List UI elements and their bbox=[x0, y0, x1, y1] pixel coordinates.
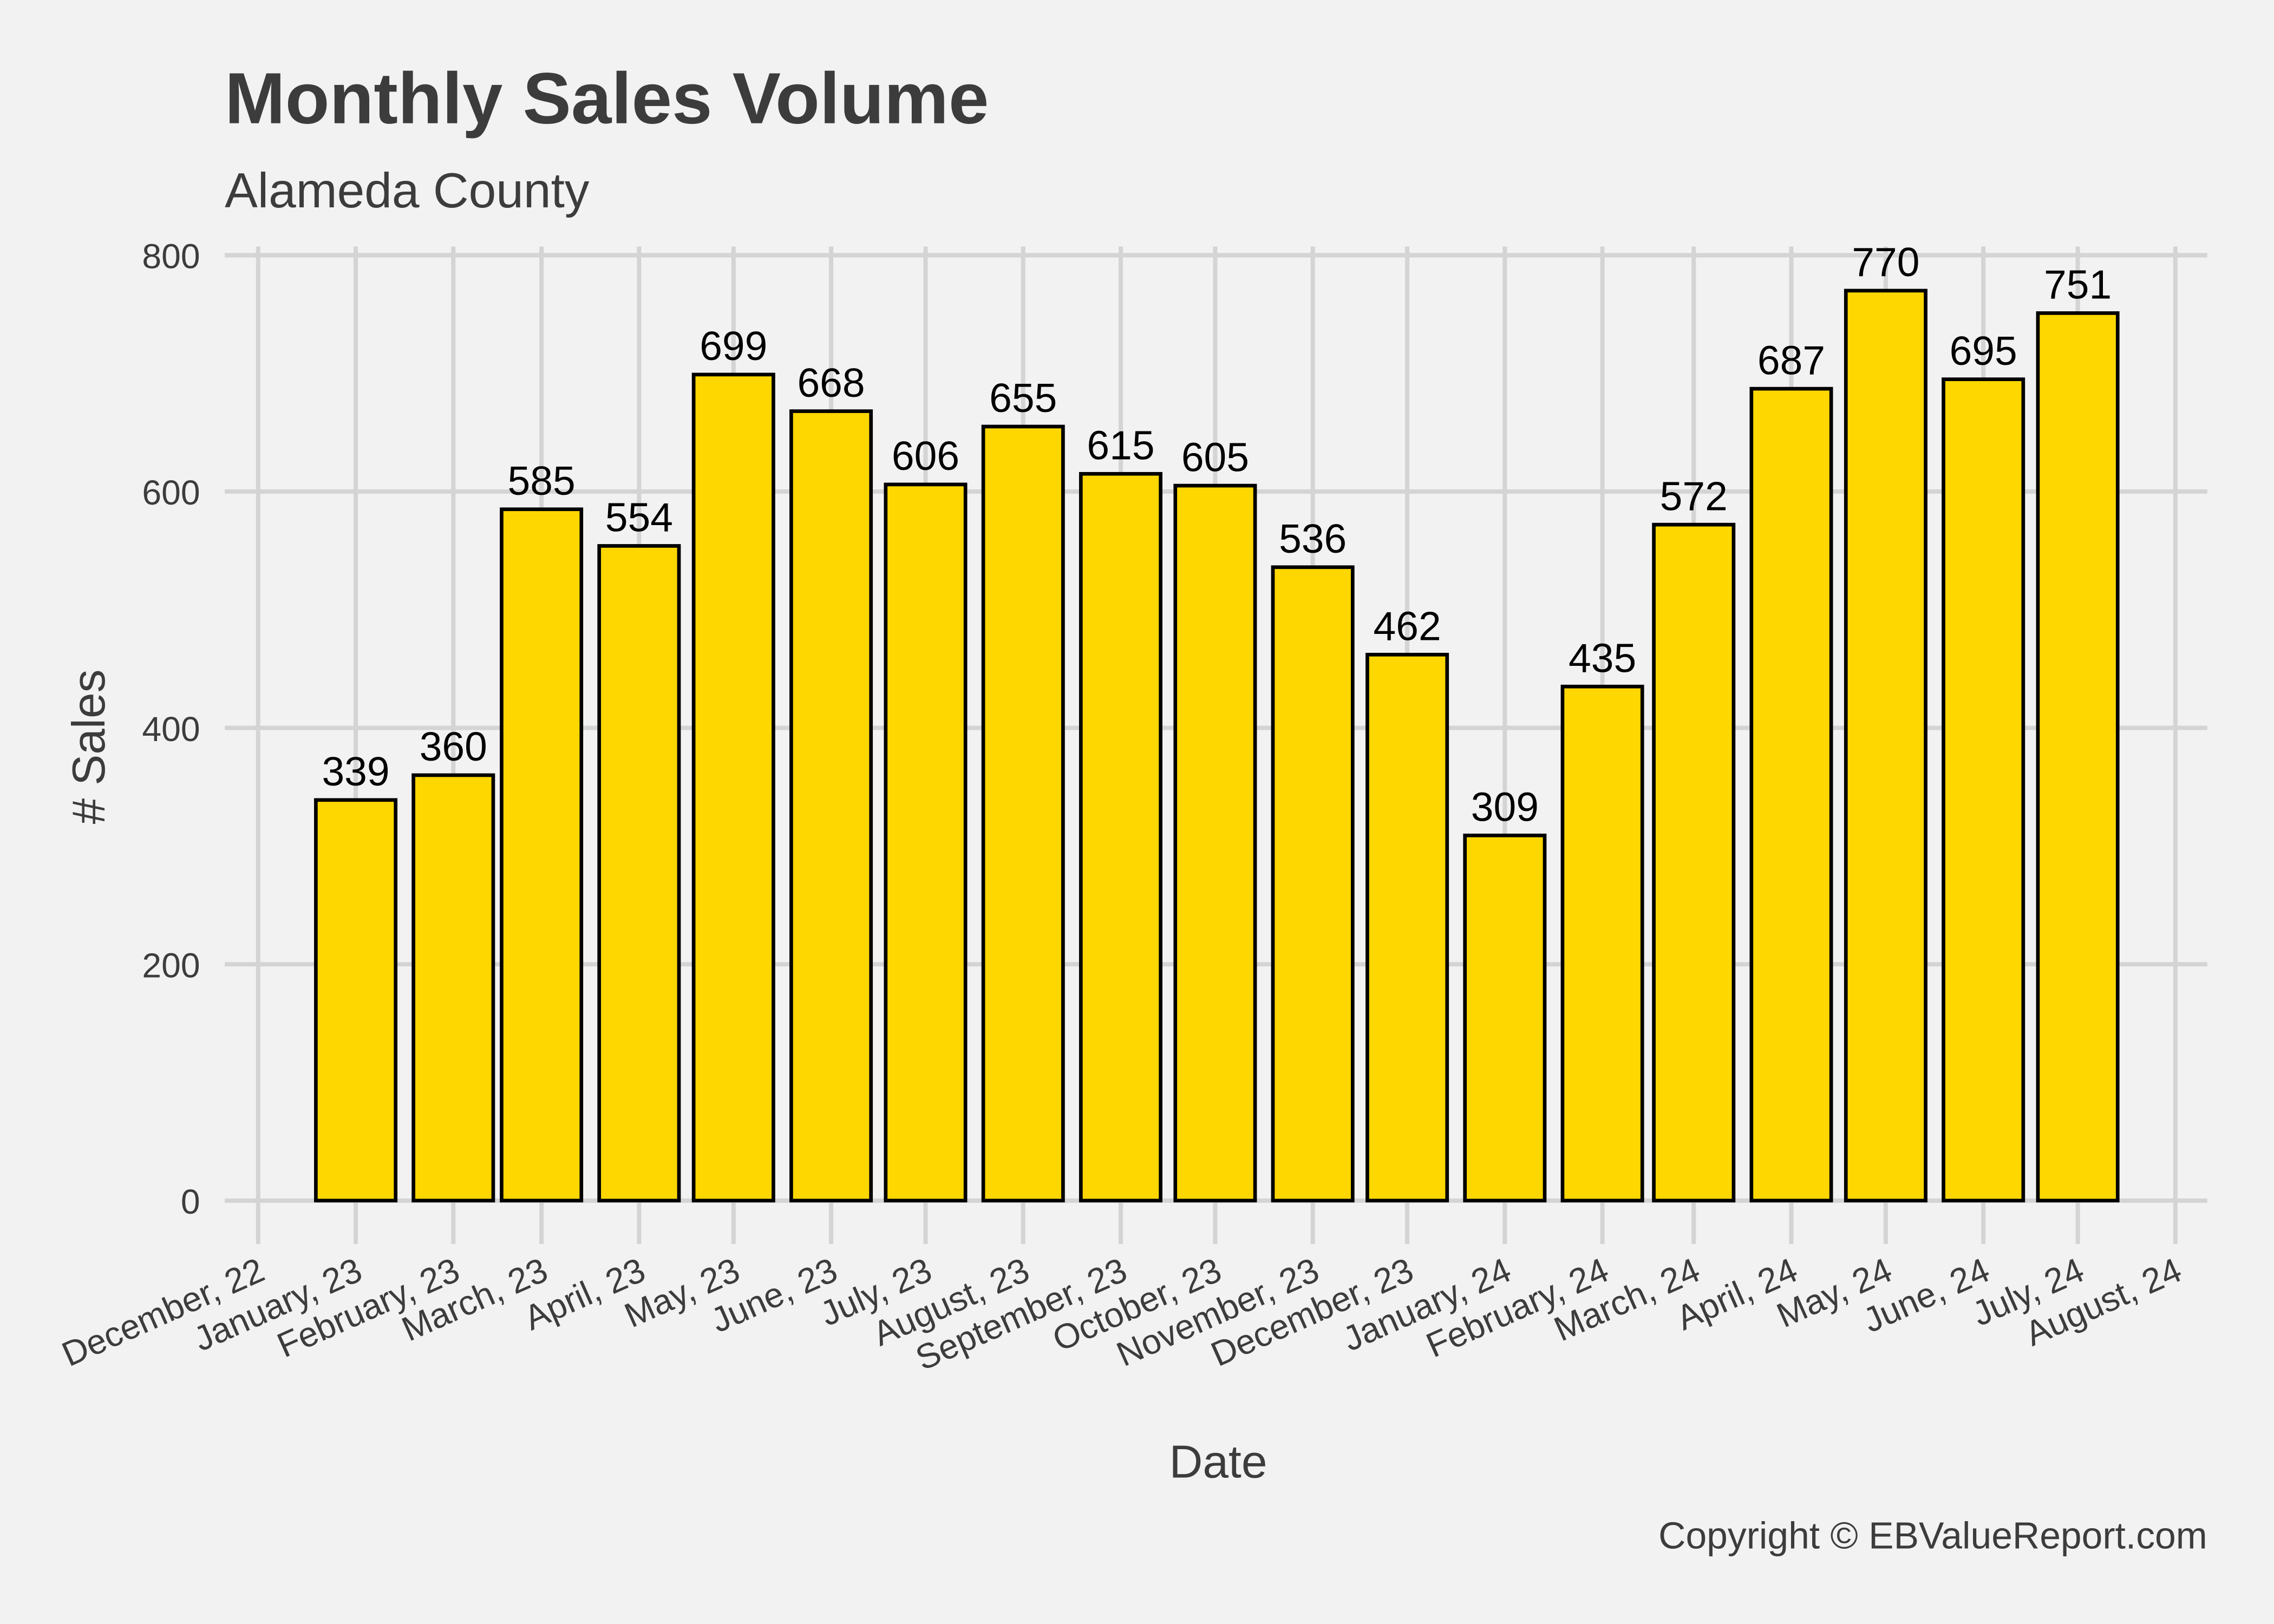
bar bbox=[2036, 311, 2120, 1203]
y-axis-ticks: 0 200 400 600 800 bbox=[142, 237, 200, 1221]
y-tick-label: 800 bbox=[142, 237, 200, 276]
data-label: 462 bbox=[1374, 604, 1441, 649]
bar bbox=[1173, 483, 1257, 1203]
y-tick-label: 200 bbox=[142, 946, 200, 985]
bar bbox=[789, 409, 873, 1203]
x-axis-title: Date bbox=[1169, 1436, 1267, 1488]
data-label: 770 bbox=[1852, 239, 1919, 285]
data-label: 360 bbox=[420, 724, 487, 769]
bar bbox=[500, 507, 584, 1203]
data-label: 668 bbox=[797, 360, 865, 405]
data-label: 605 bbox=[1181, 434, 1249, 480]
bar bbox=[691, 372, 775, 1203]
data-label: 699 bbox=[700, 323, 767, 369]
data-label: 435 bbox=[1569, 635, 1636, 680]
chart-title: Monthly Sales Volume bbox=[225, 58, 989, 139]
bar bbox=[1652, 522, 1736, 1203]
chart-subtitle: Alameda County bbox=[225, 163, 590, 218]
copyright-caption: Copyright © EBValueReport.com bbox=[1658, 1515, 2207, 1557]
data-label: 572 bbox=[1660, 473, 1728, 519]
data-label: 606 bbox=[892, 433, 959, 479]
data-label: 695 bbox=[1950, 328, 2017, 374]
bar bbox=[1079, 472, 1162, 1203]
y-axis-title: # Sales bbox=[63, 670, 115, 824]
bar bbox=[1749, 387, 1833, 1203]
data-label: 585 bbox=[508, 458, 576, 503]
data-label: 554 bbox=[605, 495, 673, 540]
bar bbox=[1463, 833, 1547, 1203]
data-label: 309 bbox=[1471, 784, 1539, 830]
data-label: 751 bbox=[2044, 262, 2112, 307]
data-label: 339 bbox=[322, 749, 389, 794]
y-tick-label: 600 bbox=[142, 473, 200, 512]
bar bbox=[884, 482, 968, 1203]
bar bbox=[1271, 565, 1355, 1203]
data-label: 687 bbox=[1757, 337, 1825, 383]
bar bbox=[314, 798, 398, 1203]
bars bbox=[314, 289, 2120, 1203]
bar bbox=[1942, 377, 2025, 1203]
data-labels: 339 360 585 554 699 668 606 655 615 605 536 462 309 4… bbox=[322, 239, 2112, 829]
bar bbox=[1560, 684, 1644, 1203]
data-label: 655 bbox=[989, 375, 1057, 421]
bar bbox=[411, 773, 495, 1203]
bar bbox=[981, 424, 1065, 1203]
y-tick-label: 0 bbox=[181, 1182, 200, 1221]
bar bbox=[1365, 652, 1449, 1203]
y-tick-label: 400 bbox=[142, 710, 200, 749]
bar bbox=[1844, 289, 1927, 1203]
data-label: 536 bbox=[1279, 516, 1347, 561]
data-label: 615 bbox=[1087, 423, 1154, 468]
bar bbox=[597, 544, 681, 1203]
